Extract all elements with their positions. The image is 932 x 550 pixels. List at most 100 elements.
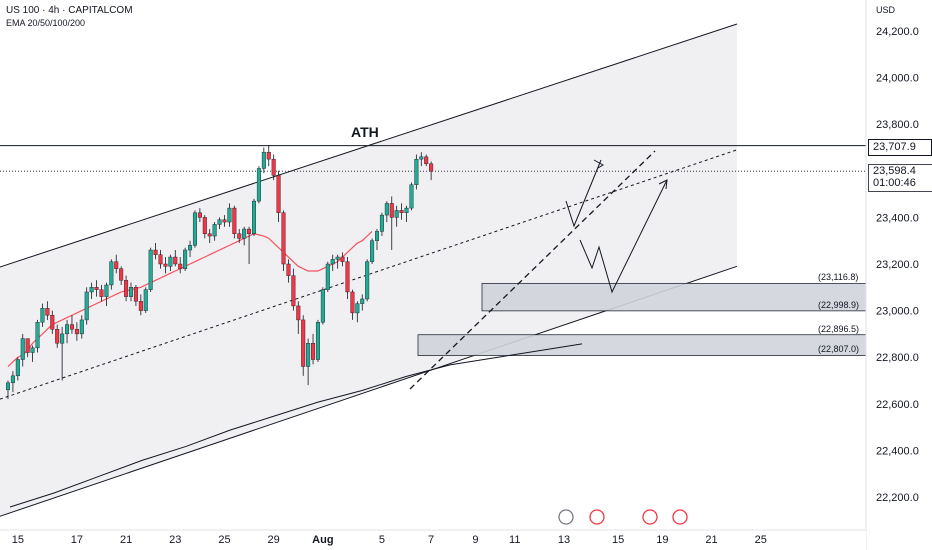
- time-tick-label: 17: [71, 534, 83, 546]
- candle-body: [325, 263, 330, 290]
- candle-body: [320, 289, 325, 323]
- candle-body: [276, 175, 281, 213]
- time-tick-label: 29: [268, 534, 280, 546]
- candle-body: [409, 184, 414, 209]
- currency-label: USD: [876, 5, 896, 15]
- candle-body: [384, 203, 389, 216]
- candle-body: [114, 261, 119, 269]
- candle-body: [138, 301, 143, 311]
- candle-body: [188, 245, 193, 251]
- candle-body: [183, 249, 188, 269]
- candle-body: [227, 207, 232, 223]
- candle-body: [306, 343, 311, 367]
- price-tick-label: 23,400.0: [876, 212, 919, 224]
- candle-body: [202, 217, 207, 234]
- candle-body: [207, 233, 212, 237]
- candle-body: [429, 163, 434, 172]
- candle-body: [55, 329, 60, 344]
- candle-body: [20, 338, 25, 360]
- candle-body: [65, 324, 70, 335]
- ath-price-tag: 23,707.9: [868, 139, 932, 156]
- candle-body: [168, 256, 173, 267]
- candle-body: [60, 333, 65, 344]
- last-price-value: 23,598.4: [873, 165, 916, 177]
- candle-body: [153, 249, 158, 255]
- arrow-head-2: [658, 179, 668, 190]
- candle-body: [360, 298, 365, 304]
- price-tick-label: 24,000.0: [876, 73, 919, 85]
- candle-body: [291, 275, 296, 307]
- candle-body: [256, 168, 261, 202]
- symbol-title[interactable]: US 100 · 4h · CAPITALCOM: [6, 5, 133, 16]
- candle-body: [192, 212, 197, 246]
- candle-body: [340, 256, 345, 262]
- time-tick-label: 7: [428, 534, 434, 546]
- last-price-tag: 23,598.4 01:00:46: [868, 164, 932, 192]
- candle-body: [197, 212, 202, 218]
- price-tick-label: 24,200.0: [876, 26, 919, 38]
- candle-body: [35, 322, 40, 349]
- candle-body: [163, 263, 168, 267]
- time-tick-label: 9: [472, 534, 478, 546]
- time-tick-label: 19: [656, 534, 668, 546]
- price-tick-label: 22,400.0: [876, 445, 919, 457]
- candle-body: [419, 156, 424, 160]
- candle-body: [286, 263, 291, 276]
- candle-body: [128, 287, 133, 297]
- candle-body: [173, 256, 178, 265]
- price-tick-label: 23,200.0: [876, 259, 919, 271]
- ema-line: [7, 230, 373, 367]
- candle-body: [119, 268, 124, 281]
- candle-body: [315, 322, 320, 360]
- candle-body: [365, 261, 370, 300]
- candle-body: [424, 156, 429, 165]
- candle-body: [345, 261, 350, 293]
- time-tick-label: 21: [120, 534, 132, 546]
- projection-path-2: [579, 179, 668, 294]
- candle-body: [375, 231, 380, 241]
- candle-body: [350, 291, 355, 314]
- candle-body: [335, 256, 340, 260]
- candle-body: [266, 151, 271, 160]
- time-tick-label: 13: [558, 534, 570, 546]
- projection-path-1: [565, 159, 602, 228]
- bar-countdown: 01:00:46: [873, 177, 916, 189]
- time-tick-label: 23: [169, 534, 181, 546]
- candle-body: [281, 212, 286, 265]
- candle-body: [237, 233, 242, 239]
- ath-annotation: ATH: [351, 124, 379, 140]
- candle-body: [330, 259, 335, 265]
- candle-body: [251, 200, 256, 234]
- candle-body: [271, 158, 276, 176]
- candle-body: [222, 219, 227, 223]
- candle-body: [99, 289, 104, 297]
- candle-body: [74, 329, 79, 335]
- indicator-legend[interactable]: EMA 20/50/100/200: [6, 18, 86, 28]
- price-tick-label: 22,800.0: [876, 352, 919, 364]
- channel-upper-line: [0, 23, 738, 268]
- candle-body: [109, 261, 114, 286]
- arrow-head-1: [593, 159, 604, 169]
- candle-body: [133, 287, 138, 302]
- zone-label-bottom-upper: (22,896.5): [818, 324, 860, 334]
- candle-body: [217, 219, 222, 225]
- demand-zone: [481, 282, 867, 312]
- price-tick-label: 22,600.0: [876, 399, 919, 411]
- candle-body: [40, 308, 45, 323]
- time-tick-label: 25: [755, 534, 767, 546]
- candle-body: [261, 151, 266, 169]
- time-tick-label: 25: [218, 534, 230, 546]
- zone-label-top-lower: (22,998.9): [818, 300, 860, 310]
- candle-body: [296, 305, 301, 321]
- time-tick-label: Aug: [312, 534, 333, 546]
- candle-body: [379, 214, 384, 232]
- candle-body: [10, 375, 15, 384]
- event-marker-icon: [672, 509, 688, 525]
- candle-body: [212, 224, 217, 237]
- candle-body: [158, 254, 163, 265]
- ema-200-line: [9, 343, 583, 508]
- candle-body: [311, 343, 316, 360]
- candle-body: [178, 263, 183, 269]
- candle-body: [50, 315, 55, 330]
